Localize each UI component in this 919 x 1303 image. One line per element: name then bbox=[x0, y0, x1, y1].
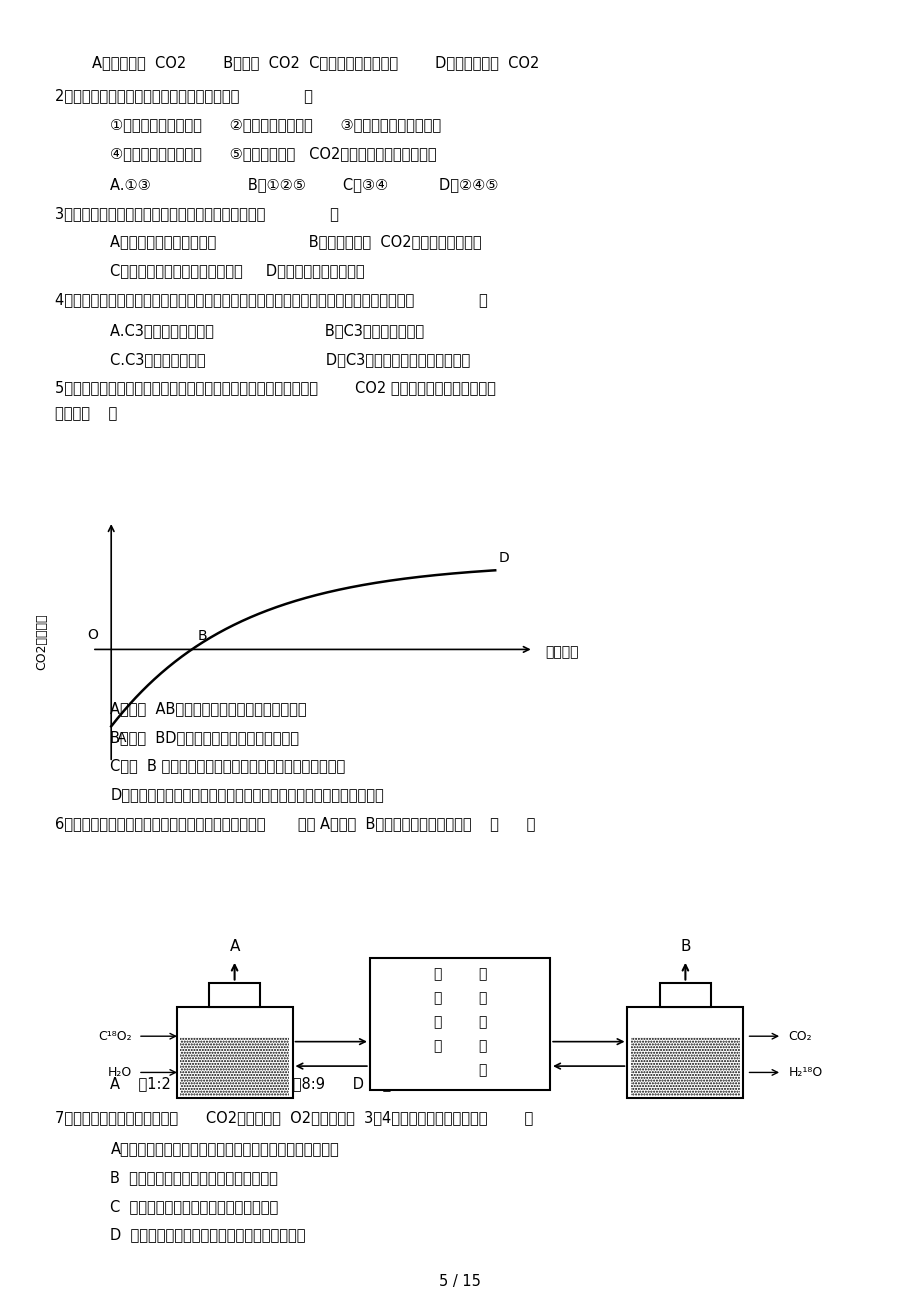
Text: B．曲线  BD段表示绿色植物仅进行光合作用: B．曲线 BD段表示绿色植物仅进行光合作用 bbox=[110, 730, 299, 745]
Text: CO₂: CO₂ bbox=[788, 1029, 811, 1042]
Text: 的: 的 bbox=[478, 1038, 486, 1053]
Bar bbox=[209, 982, 260, 1007]
Text: 7．据测定，豌豆种子发芽早期      CO2的释放量比  O2的吸收量多  3～4倍，这是因为种子此时（        ）: 7．据测定，豌豆种子发芽早期 CO2的释放量比 O2的吸收量多 3～4倍，这是因… bbox=[55, 1110, 533, 1126]
Text: A.①③                     B．①②⑤        C．③④           D．②④⑤: A.①③ B．①②⑤ C．③④ D．②④⑤ bbox=[110, 177, 498, 193]
Text: 照: 照 bbox=[478, 992, 486, 1005]
Bar bbox=[369, 958, 550, 1089]
Text: D  ．萌发时，种皮破裂，有氧呼吸大于无氧呼吸: D ．萌发时，种皮破裂，有氧呼吸大于无氧呼吸 bbox=[110, 1227, 306, 1243]
Text: A: A bbox=[117, 731, 126, 745]
Text: D: D bbox=[498, 551, 509, 566]
Text: 悬: 悬 bbox=[433, 1015, 441, 1029]
Bar bbox=[180, 1037, 289, 1096]
Text: C¹⁸O₂: C¹⁸O₂ bbox=[97, 1029, 131, 1042]
Text: 藻: 藻 bbox=[433, 992, 441, 1005]
Text: A．种皮尚未破裂，种子内部缺氧，无氧呼吸比有氧呼吸强: A．种皮尚未破裂，种子内部缺氧，无氧呼吸比有氧呼吸强 bbox=[110, 1141, 339, 1157]
Text: D．整段曲线表明，随光照强度的递增，光合作用增强，呼吸作用减弱: D．整段曲线表明，随光照强度的递增，光合作用增强，呼吸作用减弱 bbox=[110, 787, 384, 803]
Text: 2．下列有关光合作用的叙述，正确的一组是（              ）: 2．下列有关光合作用的叙述，正确的一组是（ ） bbox=[55, 89, 312, 104]
Text: B: B bbox=[198, 629, 207, 644]
Text: ④葡萄糖中的氢来自水      ⑤将不含能量的   CO2转变成富含能量的有机物: ④葡萄糖中的氢来自水 ⑤将不含能量的 CO2转变成富含能量的有机物 bbox=[110, 146, 437, 162]
Text: H₂¹⁸O: H₂¹⁸O bbox=[788, 1066, 822, 1079]
Bar bbox=[176, 1007, 292, 1098]
Text: H₂O: H₂O bbox=[108, 1066, 131, 1079]
Text: A．曲线  AB段表示绿色植物没有进行光合作用: A．曲线 AB段表示绿色植物没有进行光合作用 bbox=[110, 701, 307, 717]
Text: A    ．1:2    B．2:1           C．8:9      D    ．9:8: A ．1:2 B．2:1 C．8:9 D ．9:8 bbox=[110, 1076, 414, 1092]
Text: 球: 球 bbox=[433, 967, 441, 981]
Text: 确的是（    ）: 确的是（ ） bbox=[55, 407, 118, 422]
Text: C．在  B 点显示绿色植物光合作用和呼吸作用的速率相等: C．在 B 点显示绿色植物光合作用和呼吸作用的速率相等 bbox=[110, 758, 346, 774]
Text: C．暗反应是一种循环进行的反应     D．暗反应只在暗处进行: C．暗反应是一种循环进行的反应 D．暗反应只在暗处进行 bbox=[110, 263, 365, 279]
Bar bbox=[627, 1007, 743, 1098]
Text: 5．如图为原来置于黑暗环境中的绿色植物曝于光下后，根据其吸收        CO2 量制成的曲线。下列叙述正: 5．如图为原来置于黑暗环境中的绿色植物曝于光下后，根据其吸收 CO2 量制成的曲… bbox=[55, 380, 495, 396]
Text: B: B bbox=[679, 938, 690, 954]
Bar bbox=[659, 982, 710, 1007]
Text: C  ．种子萌发时，呼吸作用比光合作用强: C ．种子萌发时，呼吸作用比光合作用强 bbox=[110, 1199, 278, 1214]
Text: C.C3与葡萄糖都增加                          D．C3突然减少，葡萄糖突然增加: C.C3与葡萄糖都增加 D．C3突然减少，葡萄糖突然增加 bbox=[110, 352, 471, 367]
Text: 3．下列关于光合作用暗反应的叙述中，不正确的是（              ）: 3．下列关于光合作用暗反应的叙述中，不正确的是（ ） bbox=[55, 206, 339, 222]
Text: A.C3增加，葡萄糖减少                        B．C3与葡萄糖都减少: A.C3增加，葡萄糖减少 B．C3与葡萄糖都减少 bbox=[110, 323, 424, 339]
Text: 小: 小 bbox=[478, 1063, 486, 1076]
Text: A．叶绿素和  CO2        B．水和  CO2  C．水、叶绿素和光能        D．水、光能和  CO2: A．叶绿素和 CO2 B．水和 CO2 C．水、叶绿素和光能 D．水、光能和 C… bbox=[92, 55, 539, 70]
Text: B  ．种子萌发时，光合作用比呼吸作用强: B ．种子萌发时，光合作用比呼吸作用强 bbox=[110, 1170, 278, 1186]
Text: A: A bbox=[229, 938, 240, 954]
Text: 5 / 15: 5 / 15 bbox=[438, 1274, 481, 1290]
Text: 下: 下 bbox=[478, 1015, 486, 1029]
Text: ①光反应需光不需要酶      ②光合作用有水生成      ③最后阶段有氧气的释放: ①光反应需光不需要酶 ②光合作用有水生成 ③最后阶段有氧气的释放 bbox=[110, 117, 441, 133]
Text: O: O bbox=[86, 628, 97, 641]
Text: 液: 液 bbox=[433, 1038, 441, 1053]
Text: 6．下图是利用小球藻进行光合作用时的实验示意图，       图中 A物质和  B物质的相对分子质量之比    （      ）: 6．下图是利用小球藻进行光合作用时的实验示意图， 图中 A物质和 B物质的相对分… bbox=[55, 816, 535, 831]
Text: 光: 光 bbox=[478, 967, 486, 981]
Bar bbox=[630, 1037, 739, 1096]
Text: CO2的吸收量: CO2的吸收量 bbox=[35, 614, 48, 670]
Text: 光照强度: 光照强度 bbox=[545, 645, 578, 659]
Text: 4．将置于阳光下的盆栽植物移至黑暗处，则细胞内三碳化合物与葡萄糖的生成量的变化是（              ）: 4．将置于阳光下的盆栽植物移至黑暗处，则细胞内三碳化合物与葡萄糖的生成量的变化是… bbox=[55, 292, 487, 308]
Text: A．暗反应是一种酶促反应                    B．暗反应是使  CO2变成葡萄糖的反应: A．暗反应是一种酶促反应 B．暗反应是使 CO2变成葡萄糖的反应 bbox=[110, 235, 482, 250]
